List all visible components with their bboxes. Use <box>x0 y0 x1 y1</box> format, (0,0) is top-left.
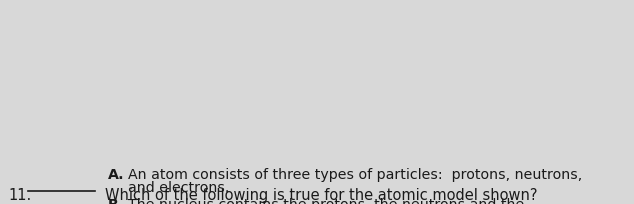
Text: 11.: 11. <box>8 188 31 203</box>
Text: B.: B. <box>108 198 124 204</box>
Text: A.: A. <box>108 168 125 182</box>
Text: and electrons.: and electrons. <box>128 181 230 195</box>
Text: An atom consists of three types of particles:  protons, neutrons,: An atom consists of three types of parti… <box>128 168 582 182</box>
Text: The nucleus contains the protons, the neutrons and the: The nucleus contains the protons, the ne… <box>128 198 524 204</box>
Text: Which of the following is true for the atomic model shown?: Which of the following is true for the a… <box>105 188 538 203</box>
